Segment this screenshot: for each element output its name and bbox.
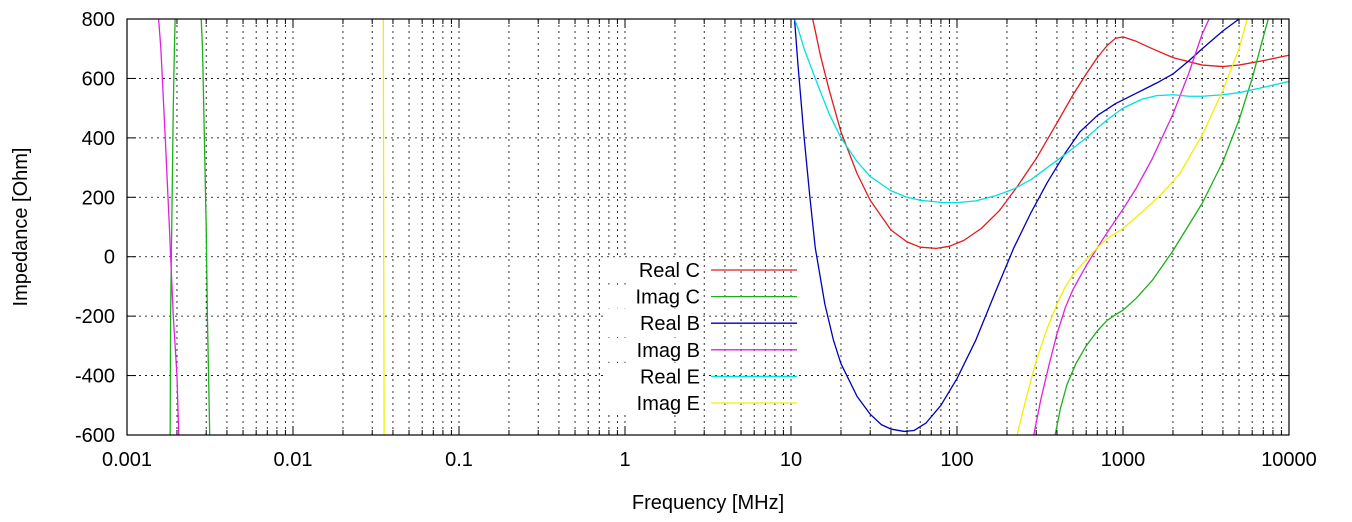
series-line-imag-c (200, 19, 211, 435)
y-tick-label: -200 (75, 306, 115, 328)
ticks (126, 18, 1290, 436)
series-line-real-c (812, 19, 1289, 250)
x-tick-labels: 0.001 0.01 0.1 1 10 100 1000 10000 (102, 449, 1317, 471)
y-tick-label: 600 (82, 68, 115, 90)
x-tick-label: 10 (780, 449, 802, 471)
y-axis-title: Impedance [Ohm] (10, 148, 32, 307)
y-tick-labels: 800 600 400 200 0 -200 -400 -600 (75, 9, 115, 447)
x-tick-label: 10000 (1261, 449, 1317, 471)
x-tick-label: 100 (940, 449, 973, 471)
legend-label-real-b: Real B (640, 313, 700, 335)
legend-label-bg (605, 337, 703, 362)
x-tick-label: 0.01 (274, 449, 313, 471)
x-tick-label: 0.001 (102, 449, 152, 471)
legend-label-bg (605, 391, 703, 415)
legend-label-real-e: Real E (640, 366, 700, 388)
series-line-imag-b (1033, 19, 1210, 435)
series-line-imag-e (1016, 19, 1248, 435)
series-line-imag-c (1054, 19, 1269, 435)
y-tick-label: -400 (75, 366, 115, 388)
legend-label-bg (605, 311, 703, 336)
y-tick-label: -600 (75, 425, 115, 447)
series-line-imag-e (382, 19, 385, 435)
legend-label-imag-b: Imag B (637, 340, 700, 362)
x-tick-label: 1 (619, 449, 630, 471)
y-tick-label: 200 (82, 187, 115, 209)
series-group (157, 19, 1289, 435)
plot-frame (126, 18, 1290, 436)
legend-label-bg (605, 258, 703, 282)
legend: Real C Imag C Real B Imag B Real E Imag E (605, 258, 797, 415)
y-tick-label: 800 (82, 9, 115, 31)
grid (127, 19, 1289, 435)
series-line-real-b (793, 19, 1240, 433)
y-tick-label: 400 (82, 128, 115, 150)
legend-label-bg (605, 284, 703, 309)
x-tick-label: 1000 (1101, 449, 1146, 471)
legend-label-bg (605, 364, 703, 389)
legend-label-imag-e: Imag E (637, 393, 700, 415)
series-line-imag-b (157, 19, 180, 435)
series-line-imag-c (169, 19, 176, 435)
series-line-real-e (793, 19, 1289, 204)
x-tick-label: 0.1 (445, 449, 473, 471)
x-axis-title: Frequency [MHz] (632, 492, 784, 514)
legend-label-real-c: Real C (639, 260, 700, 282)
y-tick-label: 0 (104, 247, 115, 269)
legend-label-imag-c: Imag C (636, 287, 700, 309)
